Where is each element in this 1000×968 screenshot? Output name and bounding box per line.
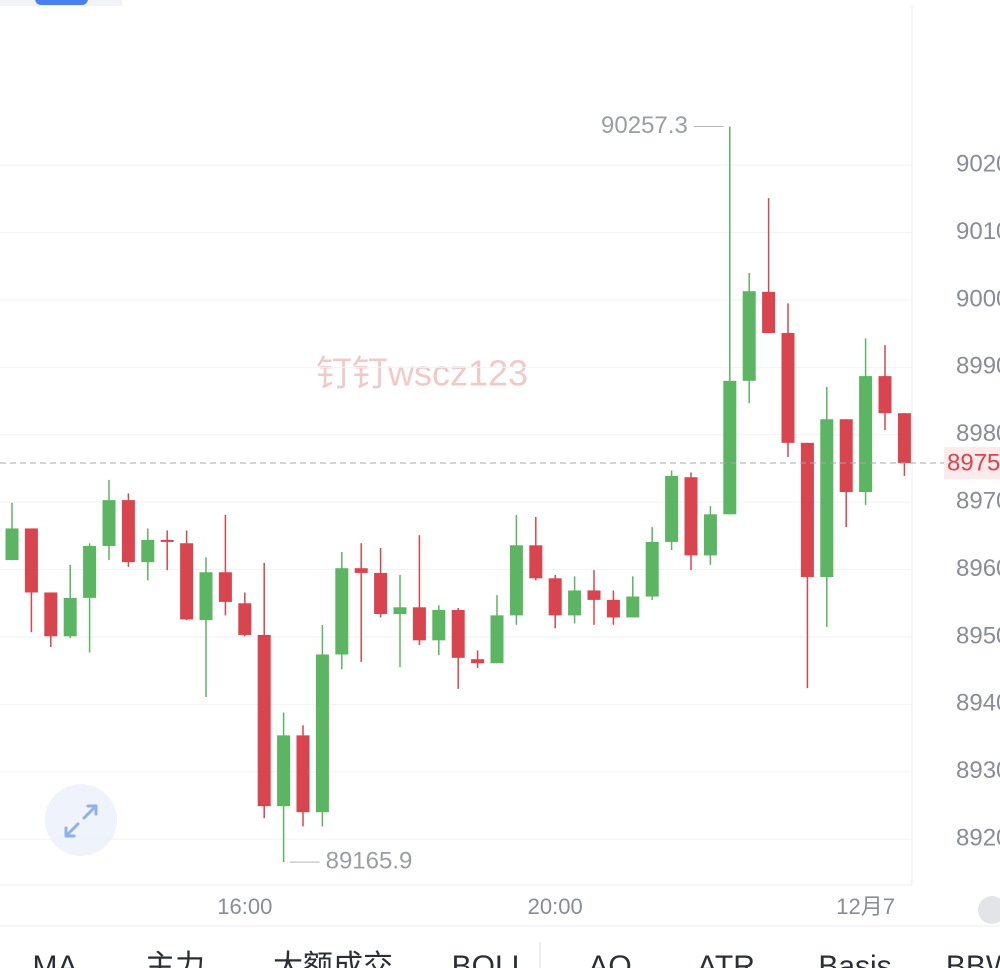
candle-body: [354, 568, 368, 573]
indicator-tab[interactable]: 大额成交: [273, 950, 393, 968]
current-price-box: [944, 447, 1000, 480]
indicator-tab[interactable]: AO: [588, 950, 631, 968]
candle-body: [412, 607, 426, 641]
candle-body: [897, 413, 911, 464]
y-tick-label: 90000: [956, 285, 1000, 312]
low-label: 89165.9: [326, 847, 413, 874]
candle-body: [44, 592, 58, 637]
candle-body: [451, 609, 465, 658]
candle-body: [781, 332, 795, 443]
y-tick-label: 90100: [956, 218, 1000, 245]
indicator-tab[interactable]: BOLL: [452, 950, 529, 968]
candle-body: [180, 543, 194, 620]
y-tick-label: 89600: [956, 555, 1000, 582]
candle-body: [199, 572, 213, 621]
y-tick-label: 89700: [956, 487, 1000, 514]
candle-body: [393, 607, 407, 615]
candle-body: [820, 419, 834, 577]
candle-body: [141, 539, 155, 563]
high-label: 90257.3: [601, 112, 688, 139]
y-tick-label: 89200: [956, 825, 1000, 852]
candle-body: [684, 477, 698, 556]
expand-circle[interactable]: [45, 784, 117, 856]
indicator-tab[interactable]: 主力: [145, 950, 205, 968]
candle-body: [878, 376, 892, 414]
indicator-tab[interactable]: Basis: [818, 950, 891, 968]
candle-body: [5, 528, 19, 561]
y-tick-label: 89800: [956, 420, 1000, 447]
candle-body: [315, 654, 329, 813]
candle-body: [742, 291, 756, 381]
candle-body: [839, 419, 853, 493]
candle-body: [606, 599, 620, 618]
candle-body: [218, 572, 232, 602]
candle-body: [529, 545, 543, 579]
indicator-tab[interactable]: BBW: [946, 950, 1000, 968]
candle-body: [665, 475, 679, 542]
candle-body: [645, 541, 659, 597]
candle-body: [277, 735, 291, 807]
candle-body: [238, 603, 252, 635]
candle-body: [296, 735, 310, 813]
watermark: 钉钉wscz123: [316, 353, 528, 394]
x-tick-label: 20:00: [528, 894, 583, 919]
x-tick-label: 12月7: [836, 894, 895, 919]
candle-body: [160, 539, 174, 542]
candle-body: [24, 528, 38, 593]
candle-body: [63, 597, 77, 637]
candle-body: [432, 609, 446, 641]
scroll-button[interactable]: [978, 896, 1000, 924]
candle-body: [257, 634, 271, 807]
candle-body: [762, 291, 776, 333]
candle-body: [859, 376, 873, 493]
candle-body: [723, 380, 737, 515]
candle-body: [548, 578, 562, 616]
y-tick-label: 89400: [956, 690, 1000, 717]
y-tick-label: 89900: [956, 353, 1000, 380]
candle-body: [102, 500, 116, 546]
y-tick-label: 90200: [956, 150, 1000, 177]
indicator-tab[interactable]: ATR: [697, 950, 755, 968]
candle-body: [626, 596, 640, 618]
candle-body: [471, 659, 485, 664]
x-tick-label: 16:00: [217, 894, 272, 919]
y-tick-label: 89500: [956, 622, 1000, 649]
indicator-tab[interactable]: MA: [33, 950, 78, 968]
candle-body: [83, 545, 97, 598]
candle-body: [121, 500, 135, 563]
candle-body: [335, 568, 349, 655]
candle-body: [703, 514, 717, 556]
y-tick-label: 89300: [956, 757, 1000, 784]
candle-body: [568, 590, 582, 616]
candle-body: [800, 442, 814, 577]
top-tab[interactable]: [35, 0, 88, 5]
candle-body: [587, 590, 601, 600]
candle-body: [490, 615, 504, 664]
expand-icon[interactable]: [64, 804, 98, 838]
expand-button[interactable]: [45, 784, 117, 856]
candle-body: [374, 572, 388, 615]
current-price-label: 89758: [947, 449, 1000, 476]
candle-body: [509, 545, 523, 616]
